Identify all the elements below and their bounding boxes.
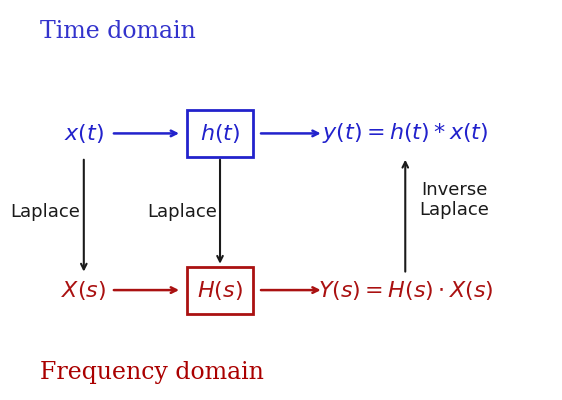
Text: $h(t)$: $h(t)$ bbox=[200, 122, 240, 145]
FancyBboxPatch shape bbox=[187, 110, 253, 157]
Text: Time domain: Time domain bbox=[40, 20, 196, 43]
Text: $X(s)$: $X(s)$ bbox=[61, 278, 106, 302]
Text: Frequency domain: Frequency domain bbox=[40, 361, 264, 384]
Text: Laplace: Laplace bbox=[11, 203, 80, 221]
Text: $y(t) = h(t) * x(t)$: $y(t) = h(t) * x(t)$ bbox=[322, 122, 488, 146]
Text: $H(s)$: $H(s)$ bbox=[197, 278, 243, 302]
FancyBboxPatch shape bbox=[187, 266, 253, 314]
Text: $Y(s) = H(s) \cdot X(s)$: $Y(s) = H(s) \cdot X(s)$ bbox=[318, 278, 493, 302]
Text: Laplace: Laplace bbox=[147, 203, 217, 221]
Text: $x(t)$: $x(t)$ bbox=[64, 122, 104, 145]
Text: Inverse
Laplace: Inverse Laplace bbox=[419, 180, 490, 219]
